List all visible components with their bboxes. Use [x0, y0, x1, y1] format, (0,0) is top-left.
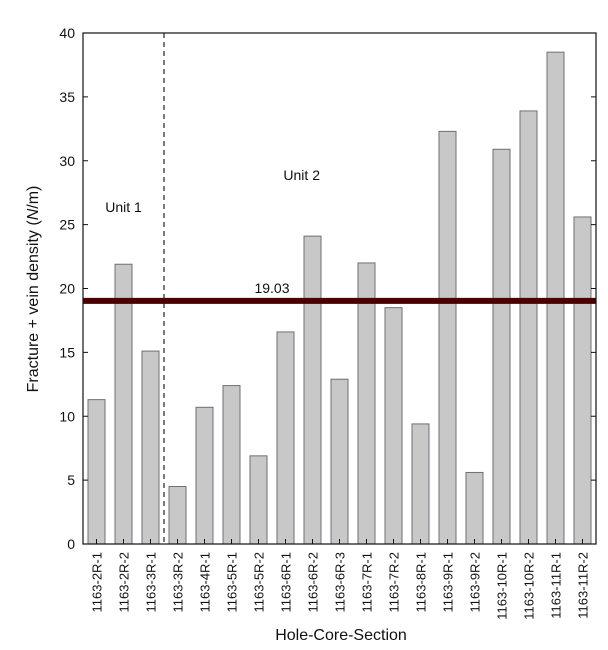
- y-tick-label-40: 40: [59, 25, 75, 41]
- bar-1163-10R-2: [520, 111, 537, 544]
- y-tick-label-5: 5: [67, 472, 75, 488]
- x-tick-label-1163-6R-1: 1163-6R-1: [279, 552, 294, 612]
- x-tick-label-1163-11R-1: 1163-11R-1: [549, 552, 564, 619]
- x-tick-label-1163-3R-1: 1163-3R-1: [144, 552, 159, 612]
- x-tick-label-1163-9R-1: 1163-9R-1: [441, 552, 456, 612]
- y-axis: 0 5 10 15 20 25 30 35 40: [59, 25, 596, 552]
- y-tick-label-15: 15: [59, 344, 75, 360]
- bar-1163-2R-2: [115, 264, 132, 544]
- x-tick-label-1163-7R-1: 1163-7R-1: [360, 552, 375, 612]
- bar-1163-5R-1: [223, 386, 240, 544]
- reference-line-label: 19.03: [254, 280, 289, 296]
- annotations: Unit 1 Unit 2: [105, 167, 320, 215]
- y-tick-label-10: 10: [59, 408, 75, 424]
- bar-1163-11R-2: [574, 217, 591, 544]
- x-tick-label-1163-5R-1: 1163-5R-1: [225, 552, 240, 612]
- y-tick-label-20: 20: [59, 281, 75, 297]
- bar-1163-7R-1: [358, 263, 375, 544]
- bar-1163-3R-1: [142, 351, 159, 544]
- x-tick-label-1163-11R-2: 1163-11R-2: [576, 552, 591, 619]
- x-tick-label-1163-6R-3: 1163-6R-3: [333, 552, 348, 612]
- y-tick-label-25: 25: [59, 217, 75, 233]
- x-axis: 1163-2R-1 1163-2R-2 1163-3R-1 1163-3R-2 1163…: [90, 539, 591, 620]
- bar-1163-7R-2: [385, 308, 402, 544]
- bar-1163-6R-3: [331, 379, 348, 544]
- reference-line-group: 19.03: [83, 280, 596, 301]
- bar-1163-9R-2: [466, 472, 483, 544]
- y-axis-title-unit: N: [25, 208, 42, 220]
- x-tick-label-1163-2R-2: 1163-2R-2: [117, 552, 132, 612]
- x-tick-label-1163-2R-1: 1163-2R-1: [90, 552, 105, 612]
- x-tick-label-1163-8R-1: 1163-8R-1: [414, 552, 429, 612]
- y-tick-label-0: 0: [67, 536, 75, 552]
- bar-1163-5R-2: [250, 456, 267, 544]
- y-tick-label-30: 30: [59, 153, 75, 169]
- x-tick-label-1163-10R-2: 1163-10R-2: [522, 552, 537, 620]
- y-axis-title: Fracture + vein density (N/m): [25, 186, 42, 393]
- bar-1163-6R-2: [304, 236, 321, 544]
- x-tick-label-1163-6R-2: 1163-6R-2: [306, 552, 321, 612]
- y-axis-title-prefix: Fracture + vein density (: [25, 220, 42, 393]
- x-tick-label-1163-4R-1: 1163-4R-1: [198, 552, 213, 612]
- x-tick-label-1163-5R-2: 1163-5R-2: [252, 552, 267, 612]
- bar-1163-3R-2: [169, 487, 186, 544]
- bar-1163-4R-1: [196, 407, 213, 544]
- x-axis-title: Hole-Core-Section: [275, 627, 407, 644]
- bar-1163-2R-1: [88, 400, 105, 544]
- y-tick-label-35: 35: [59, 89, 75, 105]
- bar-1163-9R-1: [439, 131, 456, 544]
- annotation-2: Unit 2: [283, 167, 320, 183]
- y-axis-title-suffix: /m): [25, 186, 42, 209]
- annotation-1: Unit 1: [105, 199, 142, 215]
- bar-1163-8R-1: [412, 424, 429, 544]
- x-tick-label-1163-10R-1: 1163-10R-1: [495, 552, 510, 620]
- x-tick-label-1163-3R-2: 1163-3R-2: [171, 552, 186, 612]
- bar-1163-10R-1: [493, 149, 510, 544]
- x-tick-label-1163-7R-2: 1163-7R-2: [387, 552, 402, 612]
- bar-1163-6R-1: [277, 332, 294, 544]
- x-tick-label-1163-9R-2: 1163-9R-2: [468, 552, 483, 612]
